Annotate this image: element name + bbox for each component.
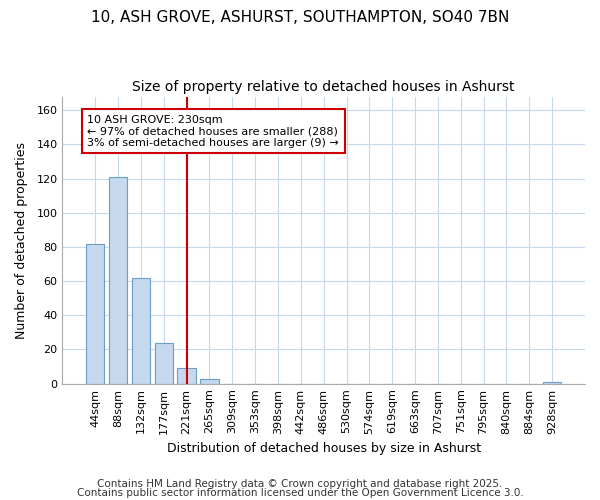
Bar: [109, 177, 127, 384]
Text: 10 ASH GROVE: 230sqm
← 97% of detached houses are smaller (288)
3% of semi-detac: 10 ASH GROVE: 230sqm ← 97% of detached h…: [87, 114, 339, 148]
Text: Contains public sector information licensed under the Open Government Licence 3.: Contains public sector information licen…: [77, 488, 523, 498]
Bar: [178, 368, 196, 384]
Bar: [86, 244, 104, 384]
X-axis label: Distribution of detached houses by size in Ashurst: Distribution of detached houses by size …: [167, 442, 481, 455]
Bar: [155, 342, 173, 384]
Text: 10, ASH GROVE, ASHURST, SOUTHAMPTON, SO40 7BN: 10, ASH GROVE, ASHURST, SOUTHAMPTON, SO4…: [91, 10, 509, 25]
Title: Size of property relative to detached houses in Ashurst: Size of property relative to detached ho…: [133, 80, 515, 94]
Bar: [543, 382, 561, 384]
Bar: [200, 378, 218, 384]
Bar: [132, 278, 150, 384]
Y-axis label: Number of detached properties: Number of detached properties: [15, 142, 28, 338]
Text: Contains HM Land Registry data © Crown copyright and database right 2025.: Contains HM Land Registry data © Crown c…: [97, 479, 503, 489]
